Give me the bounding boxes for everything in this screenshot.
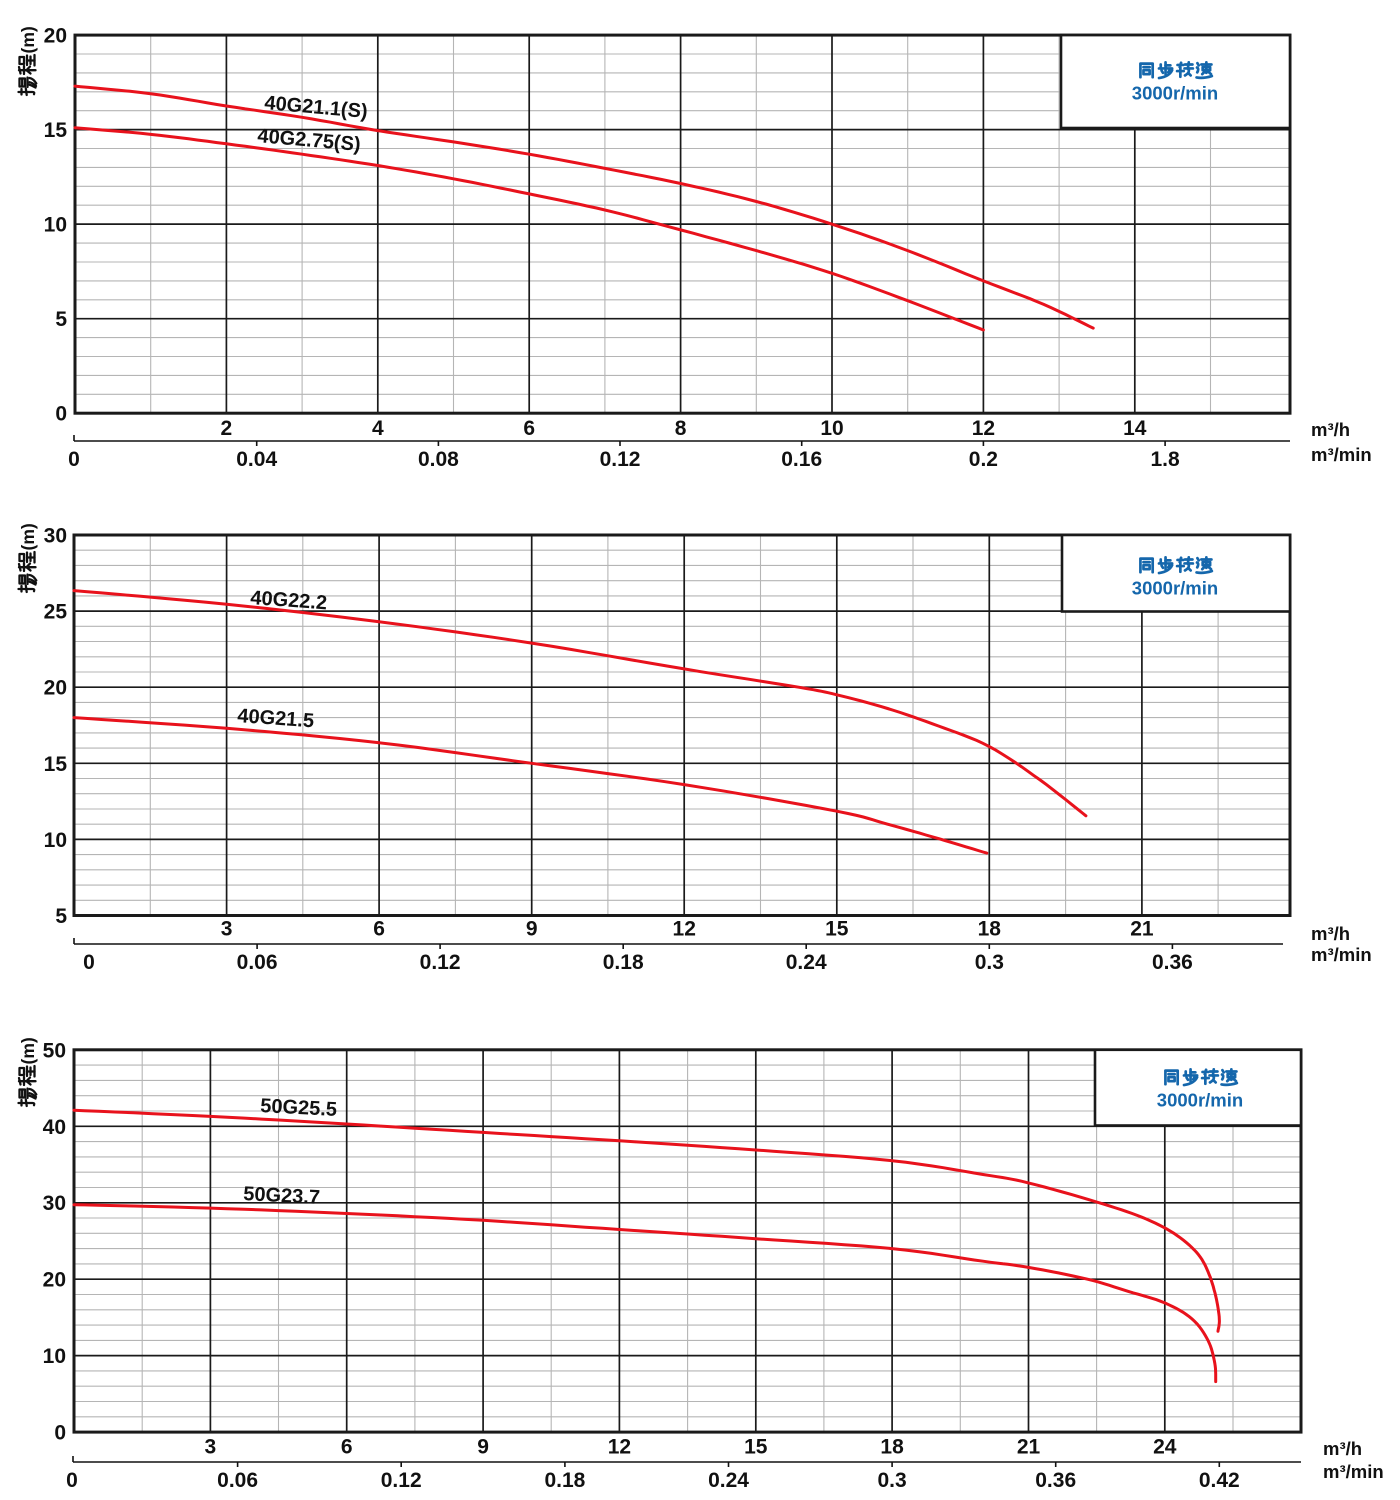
svg-text:m³/h: m³/h xyxy=(1323,1438,1362,1459)
svg-text:m³/h: m³/h xyxy=(1311,923,1350,944)
svg-text:20: 20 xyxy=(44,677,67,700)
svg-text:40: 40 xyxy=(43,1116,66,1139)
svg-text:0: 0 xyxy=(68,448,80,471)
svg-text:0.24: 0.24 xyxy=(786,951,827,974)
svg-text:20: 20 xyxy=(43,1269,66,1292)
svg-text:m³/min: m³/min xyxy=(1311,944,1372,965)
svg-text:m³/h: m³/h xyxy=(1311,419,1350,440)
svg-text:3000r/min: 3000r/min xyxy=(1132,578,1218,599)
svg-text:0.36: 0.36 xyxy=(1152,951,1193,974)
svg-text:0.24: 0.24 xyxy=(708,1469,749,1492)
svg-text:30: 30 xyxy=(43,1192,66,1215)
svg-text:50G23.7: 50G23.7 xyxy=(243,1183,321,1209)
svg-text:0.06: 0.06 xyxy=(237,951,278,974)
svg-text:m³/min: m³/min xyxy=(1311,444,1372,465)
svg-text:5: 5 xyxy=(55,905,67,928)
svg-text:6: 6 xyxy=(373,918,385,941)
svg-text:12: 12 xyxy=(673,918,696,941)
svg-text:3000r/min: 3000r/min xyxy=(1132,83,1218,104)
svg-text:24: 24 xyxy=(1153,1436,1177,1459)
svg-text:3: 3 xyxy=(205,1436,217,1459)
svg-text:1.8: 1.8 xyxy=(1150,448,1180,471)
svg-text:2: 2 xyxy=(221,417,233,440)
svg-text:5: 5 xyxy=(55,308,67,331)
svg-text:0.3: 0.3 xyxy=(975,951,1004,974)
svg-text:9: 9 xyxy=(477,1436,489,1459)
svg-text:15: 15 xyxy=(44,753,68,776)
svg-text:(m): (m) xyxy=(18,1037,38,1064)
svg-text:0.12: 0.12 xyxy=(381,1469,422,1492)
svg-text:0.04: 0.04 xyxy=(236,448,277,471)
svg-text:10: 10 xyxy=(44,829,67,852)
svg-text:0.3: 0.3 xyxy=(877,1469,906,1492)
svg-text:15: 15 xyxy=(44,119,68,142)
svg-text:50: 50 xyxy=(43,1039,66,1062)
svg-text:6: 6 xyxy=(341,1436,353,1459)
svg-text:(m): (m) xyxy=(18,523,38,550)
svg-text:0: 0 xyxy=(55,403,67,426)
svg-text:0.2: 0.2 xyxy=(969,448,998,471)
svg-text:3000r/min: 3000r/min xyxy=(1157,1090,1243,1111)
svg-text:14: 14 xyxy=(1123,417,1147,440)
svg-text:0.16: 0.16 xyxy=(781,448,822,471)
svg-text:0: 0 xyxy=(83,951,95,974)
svg-text:m³/min: m³/min xyxy=(1323,1461,1384,1482)
svg-text:25: 25 xyxy=(44,601,68,624)
svg-text:20: 20 xyxy=(44,25,67,48)
svg-text:0.06: 0.06 xyxy=(217,1469,258,1492)
svg-text:6: 6 xyxy=(523,417,535,440)
svg-text:0.36: 0.36 xyxy=(1035,1469,1076,1492)
svg-text:12: 12 xyxy=(608,1436,631,1459)
svg-text:4: 4 xyxy=(372,417,384,440)
svg-text:10: 10 xyxy=(820,417,843,440)
svg-text:(m): (m) xyxy=(18,26,38,53)
svg-text:0: 0 xyxy=(54,1422,66,1445)
svg-text:0.12: 0.12 xyxy=(600,448,641,471)
svg-text:0.18: 0.18 xyxy=(544,1469,585,1492)
svg-text:21: 21 xyxy=(1017,1436,1041,1459)
svg-text:30: 30 xyxy=(44,525,67,548)
svg-text:3: 3 xyxy=(221,918,233,941)
svg-text:0.08: 0.08 xyxy=(418,448,459,471)
svg-text:21: 21 xyxy=(1130,918,1154,941)
svg-text:18: 18 xyxy=(880,1436,904,1459)
svg-text:50G25.5: 50G25.5 xyxy=(260,1095,338,1121)
svg-text:0.42: 0.42 xyxy=(1199,1469,1240,1492)
svg-text:40G22.2: 40G22.2 xyxy=(250,587,328,614)
svg-text:12: 12 xyxy=(972,417,995,440)
svg-text:8: 8 xyxy=(675,417,687,440)
svg-text:10: 10 xyxy=(44,214,67,237)
svg-text:0.18: 0.18 xyxy=(603,951,644,974)
svg-text:10: 10 xyxy=(43,1345,66,1368)
svg-text:18: 18 xyxy=(978,918,1002,941)
svg-text:15: 15 xyxy=(744,1436,768,1459)
svg-text:40G21.5: 40G21.5 xyxy=(237,705,315,732)
svg-text:9: 9 xyxy=(526,918,538,941)
svg-text:0: 0 xyxy=(66,1469,78,1492)
svg-text:15: 15 xyxy=(825,918,849,941)
svg-text:0.12: 0.12 xyxy=(420,951,461,974)
